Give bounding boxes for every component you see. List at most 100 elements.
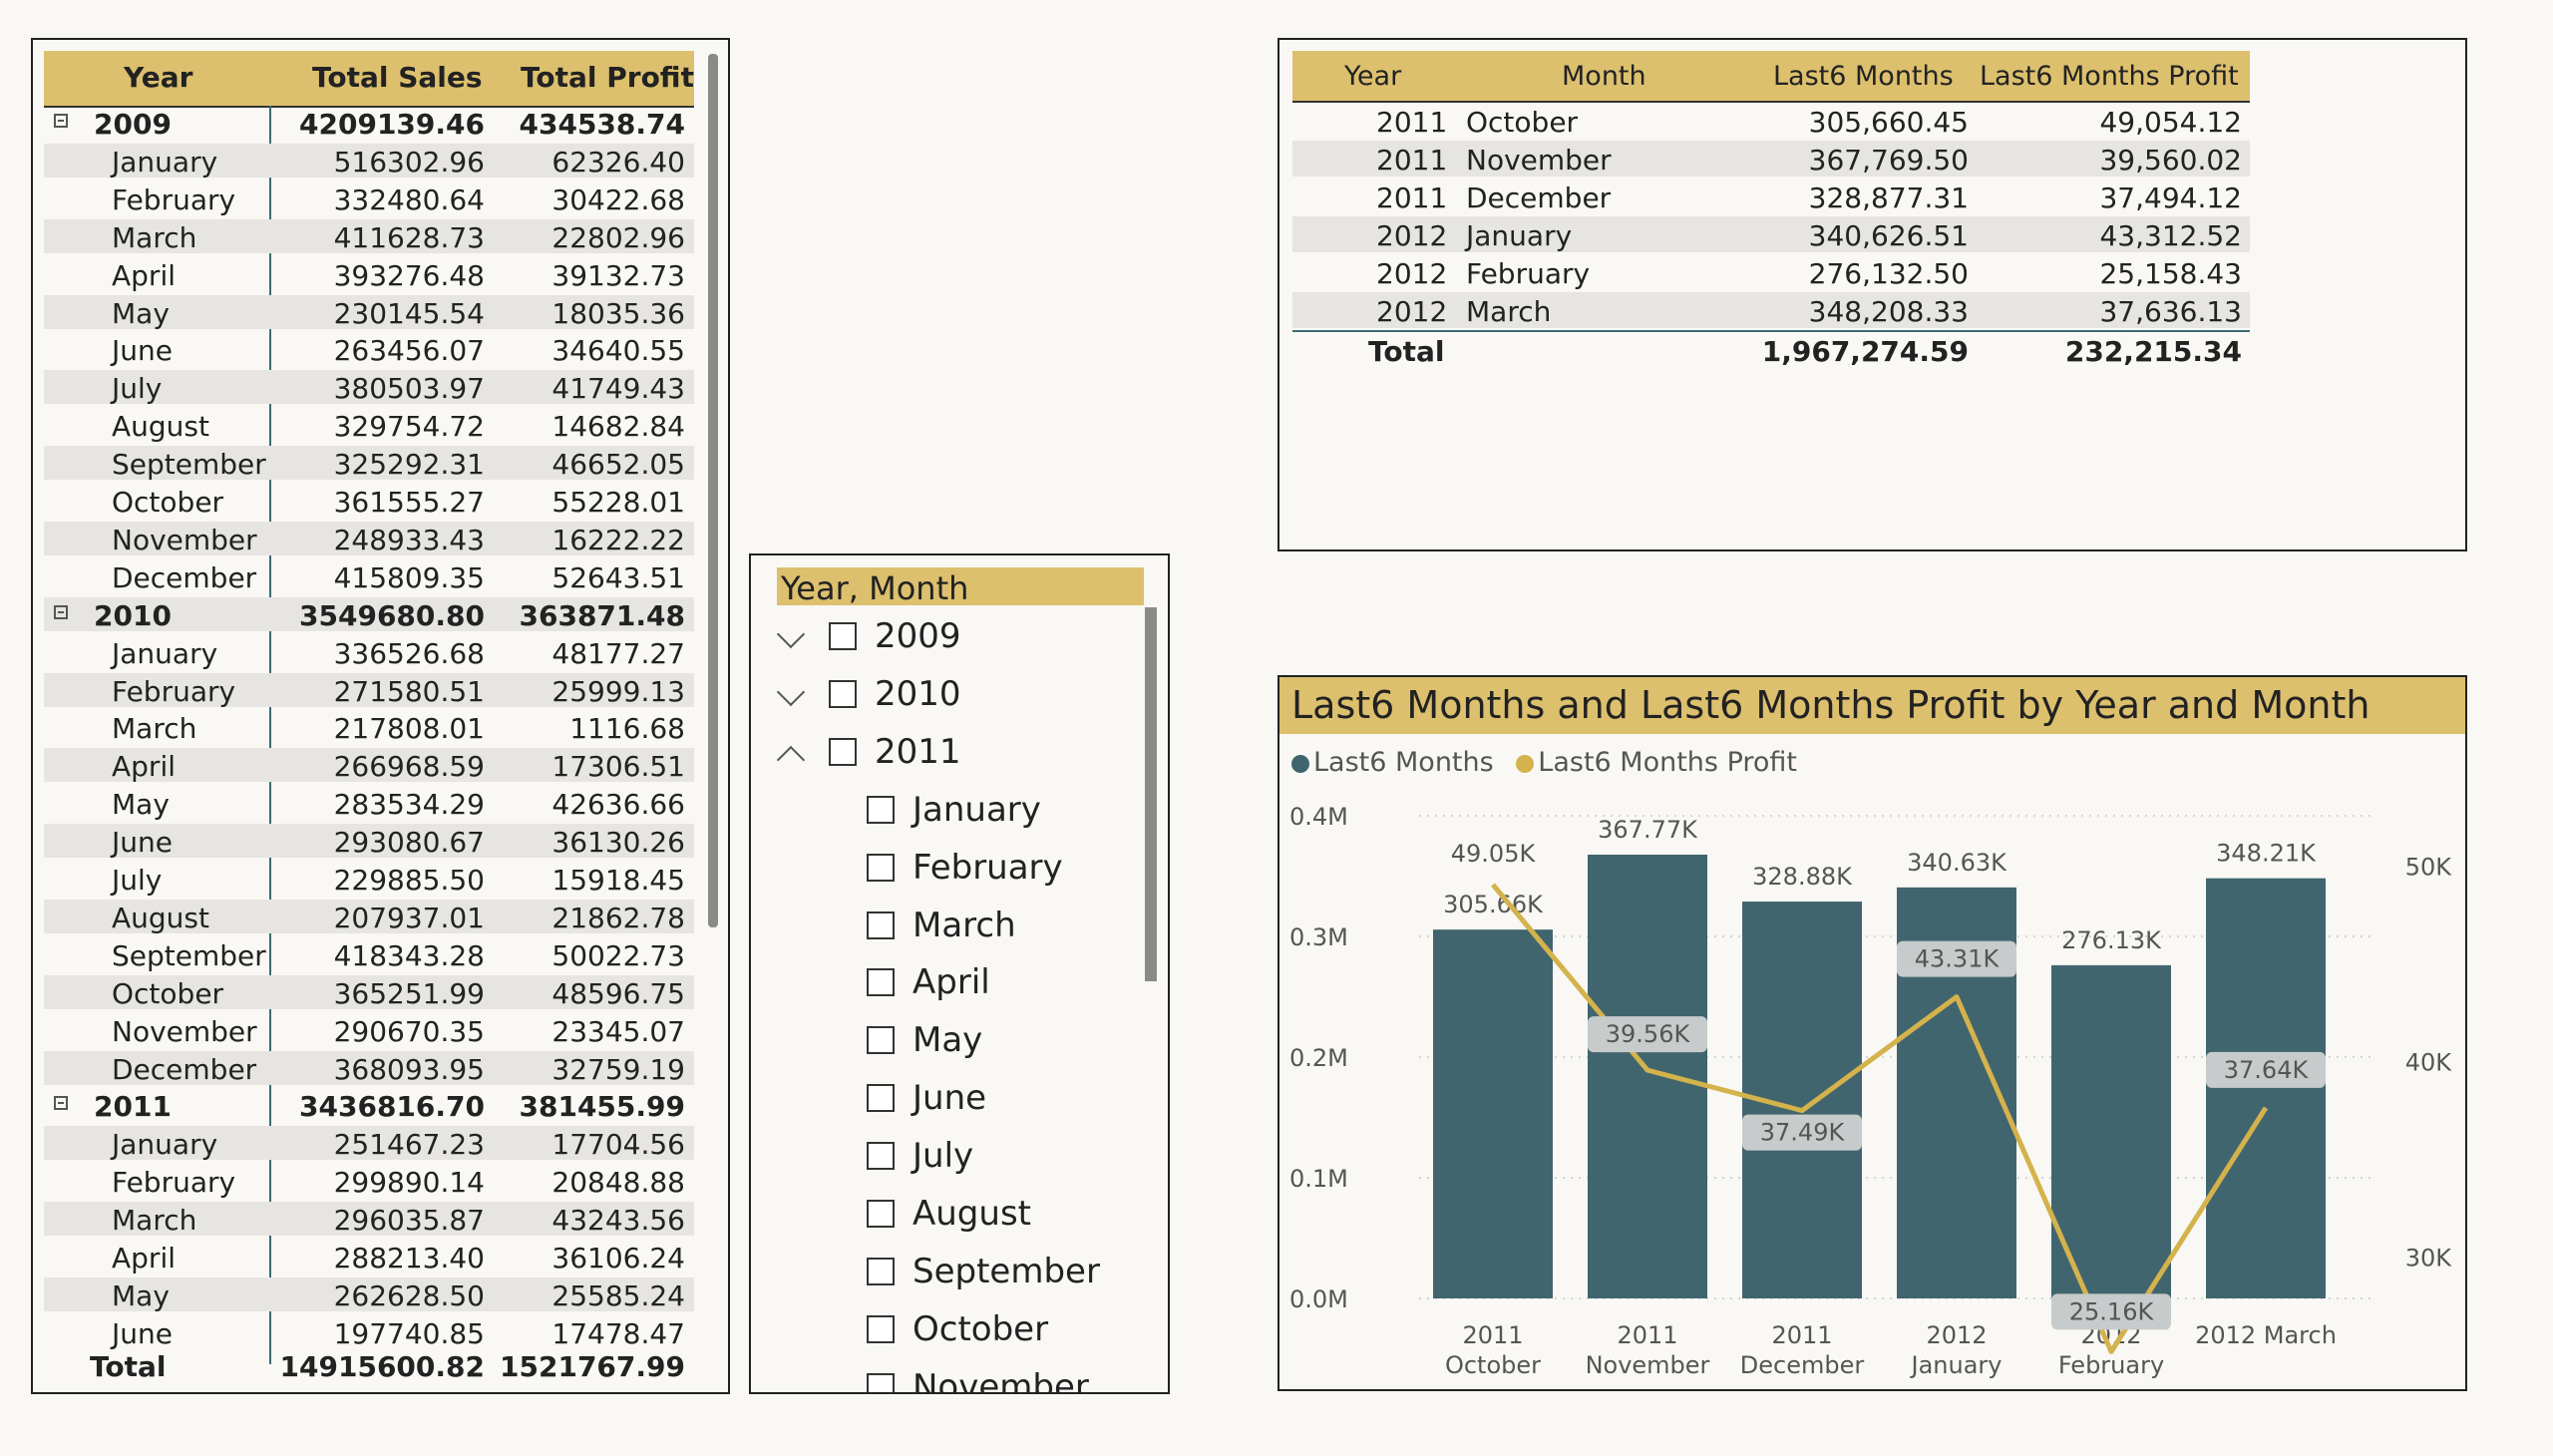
matrix-row-month: May 283534.29 42636.66 <box>44 786 694 822</box>
line-label-box <box>1588 1016 1707 1053</box>
checkbox[interactable] <box>867 1372 895 1392</box>
table-row[interactable]: 2012 February 276,132.50 25,158.43 <box>1292 254 2250 290</box>
matrix-cell-sales: 368093.95 <box>333 1052 485 1086</box>
slicer-item-month[interactable]: November <box>867 1366 1126 1394</box>
slicer-item-month[interactable]: May <box>867 1020 1126 1070</box>
collapse-icon[interactable] <box>54 1096 68 1111</box>
table-header-last6-profit[interactable]: Last6 Months Profit <box>1980 61 2239 92</box>
table-header-year[interactable]: Year <box>1344 61 1402 92</box>
table-cell-year: 2011 <box>1376 106 1448 139</box>
table-row[interactable]: 2011 November 367,769.50 39,560.02 <box>1292 141 2250 177</box>
matrix-row-year[interactable]: 2011 3436816.70 381455.99 <box>44 1088 694 1123</box>
checkbox[interactable] <box>867 910 895 939</box>
checkbox[interactable] <box>867 1142 895 1171</box>
checkbox[interactable] <box>867 1026 895 1055</box>
matrix-cell-sales: 4209139.46 <box>299 108 485 141</box>
bar-data-label: 367.77K <box>1598 816 1698 844</box>
slicer-item-month[interactable]: February <box>867 848 1126 898</box>
matrix-row-year[interactable]: 2010 3549680.80 363871.48 <box>44 596 694 632</box>
matrix-cell-profit: 22802.96 <box>551 220 685 254</box>
chevron-down-icon[interactable] <box>776 619 806 649</box>
matrix-cell-month: May <box>112 296 170 330</box>
matrix-cell-sales: 288213.40 <box>333 1242 485 1274</box>
matrix-cell-profit: 25585.24 <box>551 1278 685 1312</box>
slicer-item-year-2010[interactable]: 2010 <box>776 674 1120 724</box>
matrix-header-profit[interactable]: Total Profit <box>521 61 694 94</box>
slicer-item-month[interactable]: April <box>867 962 1126 1012</box>
matrix-cell-sales: 296035.87 <box>333 1204 485 1238</box>
matrix-cell-sales: 293080.67 <box>333 826 485 860</box>
table-cell-year: 2011 <box>1376 182 1448 214</box>
matrix-scrollbar[interactable] <box>708 54 718 927</box>
matrix-cell-sales: 251467.23 <box>333 1128 485 1162</box>
checkbox[interactable] <box>867 853 895 882</box>
chevron-down-icon[interactable] <box>776 677 806 707</box>
legend-item-last6-profit[interactable]: Last6 Months Profit <box>1516 747 1797 778</box>
matrix-row-month: February 271580.51 25999.13 <box>44 672 694 708</box>
slicer-item-month[interactable]: August <box>867 1194 1126 1244</box>
checkbox[interactable] <box>867 1314 895 1343</box>
matrix-cell-profit: 1116.68 <box>569 712 685 746</box>
legend-label: Last6 Months Profit <box>1538 747 1798 778</box>
slicer-item-year-2009[interactable]: 2009 <box>776 616 1120 666</box>
x-tick-label: 2012 March <box>2195 1321 2337 1349</box>
checkbox[interactable] <box>867 1200 895 1228</box>
checkbox[interactable] <box>829 737 857 766</box>
slicer-item-month[interactable]: March <box>867 906 1126 955</box>
matrix-cell-sales: 248933.43 <box>333 523 485 556</box>
matrix-cell-profit: 23345.07 <box>551 1014 685 1048</box>
checkbox[interactable] <box>867 1257 895 1285</box>
table-row[interactable]: 2012 January 340,626.51 43,312.52 <box>1292 216 2250 252</box>
matrix-cell-profit: 363871.48 <box>519 598 686 632</box>
table-row[interactable]: 2011 October 305,660.45 49,054.12 <box>1292 103 2250 139</box>
matrix-cell-month: September <box>112 448 266 482</box>
matrix-row-month: March 296035.87 43243.56 <box>44 1202 694 1238</box>
matrix-cell-sales: 262628.50 <box>333 1278 485 1312</box>
slicer-item-month[interactable]: June <box>867 1078 1126 1128</box>
bar <box>1588 854 1707 1298</box>
matrix-cell-sales: 418343.28 <box>333 938 485 972</box>
matrix-row-year[interactable]: 2009 4209139.46 434538.74 <box>44 106 694 141</box>
matrix-cell-sales: 266968.59 <box>333 750 485 784</box>
table-row[interactable]: 2011 December 328,877.31 37,494.12 <box>1292 179 2250 214</box>
slicer-item-month[interactable]: July <box>867 1136 1126 1186</box>
chevron-up-icon[interactable] <box>776 745 806 774</box>
checkbox[interactable] <box>867 968 895 997</box>
collapse-icon[interactable] <box>54 604 68 619</box>
matrix-row-month: November 290670.35 23345.07 <box>44 1013 694 1048</box>
matrix-cell-month: January <box>112 636 218 670</box>
matrix-header-sales[interactable]: Total Sales <box>312 61 483 94</box>
line-data-label: 49.05K <box>1451 840 1537 868</box>
x-tick-label: 2011 <box>1462 1321 1523 1349</box>
x-tick-label: 2011 <box>1771 1321 1832 1349</box>
slicer-title: Year, Month <box>781 569 969 607</box>
matrix-cell-profit: 18035.36 <box>551 296 685 330</box>
table-header-month[interactable]: Month <box>1562 61 1646 92</box>
collapse-icon[interactable] <box>54 114 68 128</box>
matrix-row-month: December 368093.95 32759.19 <box>44 1050 694 1086</box>
matrix-cell-month: August <box>112 901 209 934</box>
matrix-cell-month: November <box>112 1014 257 1048</box>
checkbox[interactable] <box>867 1084 895 1113</box>
line-data-label: 43.31K <box>1915 945 2001 973</box>
matrix-cell-profit: 42636.66 <box>551 788 685 822</box>
legend-item-last6[interactable]: Last6 Months <box>1291 747 1494 778</box>
matrix-cell-sales: 336526.68 <box>333 636 485 670</box>
matrix-row-month: February 299890.14 20848.88 <box>44 1164 694 1199</box>
slicer-item-month[interactable]: September <box>867 1252 1126 1301</box>
x-tick-label: February <box>2058 1351 2164 1379</box>
table-header-last6[interactable]: Last6 Months <box>1773 61 1954 92</box>
slicer-item-year-2011[interactable]: 2011 <box>776 732 1120 782</box>
checkbox[interactable] <box>829 679 857 708</box>
matrix-header-year[interactable]: Year <box>124 61 193 94</box>
matrix-cell-profit: 17306.51 <box>551 750 685 784</box>
checkbox[interactable] <box>867 795 895 824</box>
table-row[interactable]: 2012 March 348,208.33 37,636.13 <box>1292 292 2250 328</box>
matrix-cell-profit: 36106.24 <box>551 1242 685 1274</box>
table-cell-last6-profit: 49,054.12 <box>2099 106 2242 139</box>
slicer-item-month[interactable]: January <box>867 790 1126 840</box>
slicer-scrollbar[interactable] <box>1145 607 1157 981</box>
slicer-item-label: November <box>912 1366 1089 1394</box>
slicer-item-month[interactable]: October <box>867 1309 1126 1359</box>
checkbox[interactable] <box>829 622 857 650</box>
